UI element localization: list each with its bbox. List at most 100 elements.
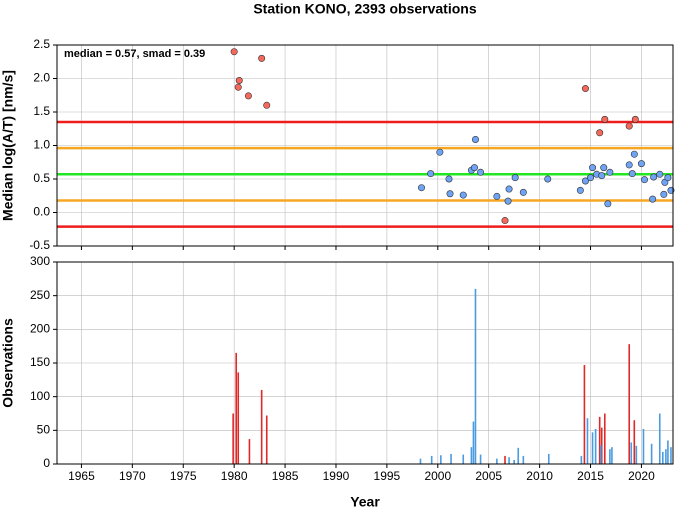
bar [630, 442, 633, 464]
bar [496, 458, 498, 464]
y-tick-label: 50 [37, 423, 51, 437]
bar [609, 449, 611, 464]
bar [594, 428, 597, 464]
point [505, 185, 513, 193]
point [501, 217, 509, 225]
bar [598, 416, 601, 464]
bar [611, 447, 613, 464]
x-tick-label: 1990 [323, 469, 350, 483]
point [596, 129, 604, 137]
plot-frame [56, 261, 674, 465]
point [625, 161, 633, 169]
point [470, 164, 478, 172]
point [230, 48, 238, 56]
x-tick-label: 2020 [628, 469, 655, 483]
bar [474, 288, 477, 464]
point [418, 184, 426, 192]
y-tick-label: 250 [30, 288, 50, 302]
x-axis-label: Year [350, 494, 380, 510]
y-tick-label: 150 [30, 355, 50, 369]
y-axis-label: Median log(A/T) [nm/s] [0, 70, 16, 221]
point [640, 176, 648, 184]
point [581, 177, 589, 185]
y-tick-label: 0 [43, 456, 50, 470]
y-tick-label: 2.0 [33, 71, 50, 85]
plot-frame [56, 44, 674, 247]
point [445, 175, 453, 183]
bar [470, 447, 473, 464]
y-tick-label: 1.0 [33, 138, 50, 152]
bar [522, 455, 525, 464]
chart-title: Station KONO, 2393 observations [253, 1, 476, 17]
bar [504, 455, 506, 464]
point [258, 54, 266, 62]
point [544, 175, 552, 183]
bar [450, 453, 452, 464]
bar [580, 455, 583, 464]
point [628, 170, 636, 178]
x-tick-label: 2000 [424, 469, 451, 483]
bar [650, 443, 653, 464]
y-tick-label: 300 [30, 254, 50, 268]
y-tick-label: 100 [30, 389, 50, 403]
x-tick-label: 1965 [68, 469, 95, 483]
annotation: median = 0.57, smad = 0.39 [64, 48, 205, 60]
bar [583, 365, 586, 464]
y-tick-label: -0.5 [29, 238, 50, 252]
bar [670, 447, 672, 464]
bar [662, 451, 664, 464]
point [598, 172, 606, 180]
point [660, 190, 668, 198]
point [519, 188, 527, 196]
bar [658, 413, 661, 464]
point [511, 174, 519, 182]
point [493, 192, 501, 200]
bar [635, 445, 638, 464]
bar [235, 352, 237, 464]
bar [517, 447, 520, 464]
bar [248, 439, 251, 464]
y-tick-label: 0.0 [33, 205, 50, 219]
bar [547, 453, 550, 464]
bar [265, 415, 268, 464]
point [576, 186, 584, 194]
point [604, 200, 612, 208]
bar [479, 454, 482, 464]
point [649, 195, 657, 203]
bar [232, 413, 234, 464]
point [477, 168, 485, 176]
bar [633, 420, 636, 464]
point [650, 173, 658, 181]
y-tick-label: 2.5 [33, 37, 50, 51]
bar [603, 413, 606, 464]
point [664, 174, 672, 182]
x-tick-label: 2015 [577, 469, 604, 483]
bar [430, 455, 433, 464]
point [656, 170, 664, 178]
y-tick-label: 1.5 [33, 104, 50, 118]
point [459, 191, 467, 199]
x-tick-label: 2010 [526, 469, 553, 483]
y-tick-label: 200 [30, 322, 50, 336]
bar [600, 427, 603, 464]
bar [642, 428, 645, 464]
x-tick-label: 1980 [221, 469, 248, 483]
point [263, 101, 271, 109]
x-tick-label: 1995 [374, 469, 401, 483]
point [631, 115, 639, 123]
point [235, 77, 243, 85]
bar [513, 459, 515, 464]
point [587, 174, 595, 182]
point [601, 115, 609, 123]
point [581, 85, 589, 93]
point [471, 135, 479, 143]
point [589, 164, 597, 172]
bar [237, 372, 240, 464]
bar [586, 418, 589, 464]
x-tick-label: 1975 [170, 469, 197, 483]
point [234, 83, 242, 91]
bar [667, 440, 669, 464]
bar [419, 458, 422, 464]
point [637, 160, 645, 168]
x-tick-label: 2005 [475, 469, 502, 483]
